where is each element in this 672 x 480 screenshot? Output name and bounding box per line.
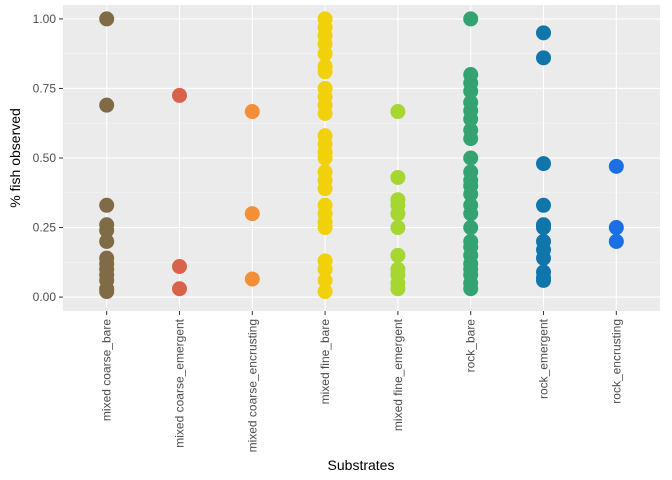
point [317, 261, 333, 277]
point [99, 97, 115, 113]
point [390, 169, 406, 185]
point [99, 284, 115, 300]
point [99, 233, 115, 249]
y-tick-label: 0.25 [33, 221, 57, 235]
x-tick-label: mixed coarse_emergent [172, 318, 186, 447]
x-tick-label: rock_bare [464, 319, 478, 373]
point [463, 186, 479, 202]
point [99, 11, 115, 27]
y-tick-label: 0.50 [33, 151, 57, 165]
point [99, 222, 115, 238]
point [171, 258, 187, 274]
point [317, 105, 333, 121]
point [608, 158, 624, 174]
y-tick-label: 1.00 [33, 12, 57, 26]
point [317, 46, 333, 62]
point [536, 220, 552, 236]
point [171, 87, 187, 103]
y-axis-title: % fish observed [7, 108, 23, 208]
point [463, 206, 479, 222]
point [317, 64, 333, 80]
point [536, 25, 552, 41]
point [171, 281, 187, 297]
point [390, 220, 406, 236]
x-tick-label: rock_emergent [537, 318, 551, 399]
point [463, 281, 479, 297]
point [463, 83, 479, 99]
y-tick-label: 0.00 [33, 290, 57, 304]
x-tick-label: mixed fine_bare [318, 319, 332, 405]
point [317, 220, 333, 236]
x-tick-label: mixed fine_emergent [391, 318, 405, 431]
y-tick-label: 0.75 [33, 81, 57, 95]
point [536, 50, 552, 66]
point [608, 233, 624, 249]
point [317, 150, 333, 166]
point [317, 284, 333, 300]
point [536, 197, 552, 213]
point [463, 150, 479, 166]
point [536, 156, 552, 172]
point [463, 111, 479, 127]
point [463, 220, 479, 236]
point [317, 181, 333, 197]
x-tick-label: mixed coarse_encrusting [245, 319, 259, 452]
point [463, 11, 479, 27]
point [536, 272, 552, 288]
point [390, 104, 406, 120]
point [244, 104, 260, 120]
point [317, 272, 333, 288]
point [463, 131, 479, 147]
point [390, 281, 406, 297]
x-tick-label: rock_encrusting [609, 319, 623, 404]
point [608, 220, 624, 236]
point [244, 271, 260, 287]
point [99, 197, 115, 213]
point [244, 206, 260, 222]
point [390, 206, 406, 222]
point [536, 250, 552, 266]
point [390, 247, 406, 263]
x-axis-title: Substrates [328, 457, 395, 473]
x-tick-label: mixed coarse_bare [100, 319, 114, 421]
